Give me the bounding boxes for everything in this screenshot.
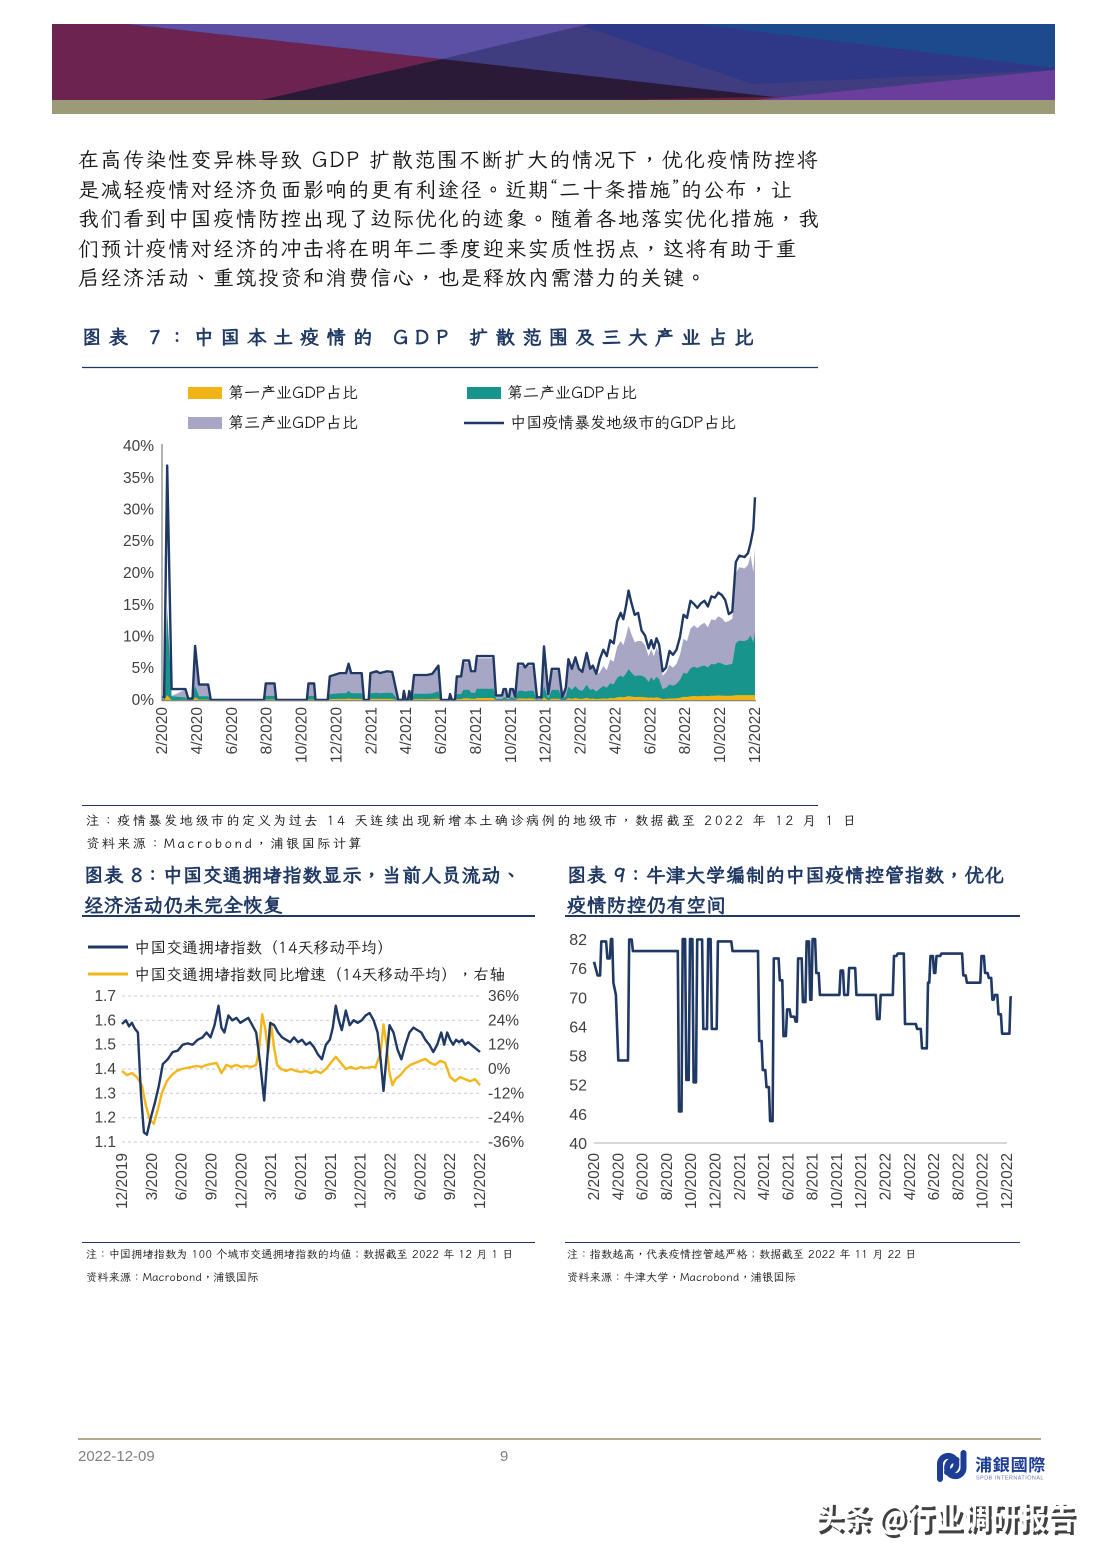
- svg-text:3/2021: 3/2021: [263, 1153, 280, 1200]
- svg-text:12/2021: 12/2021: [353, 1153, 370, 1209]
- svg-text:6/2022: 6/2022: [642, 707, 659, 754]
- svg-text:浦銀國際: 浦銀國際: [975, 1451, 1046, 1476]
- svg-text:12/2021: 12/2021: [538, 707, 555, 763]
- svg-text:36%: 36%: [488, 988, 519, 1005]
- svg-text:4/2020: 4/2020: [610, 1153, 627, 1201]
- svg-text:6/2020: 6/2020: [635, 1153, 652, 1201]
- svg-text:24%: 24%: [488, 1012, 519, 1029]
- svg-text:12/2022: 12/2022: [747, 707, 764, 763]
- svg-text:64: 64: [569, 1019, 587, 1036]
- svg-text:58: 58: [569, 1049, 587, 1066]
- svg-text:8/2021: 8/2021: [468, 707, 485, 754]
- svg-text:2/2020: 2/2020: [154, 707, 171, 755]
- svg-text:52: 52: [569, 1078, 587, 1095]
- svg-text:10/2022: 10/2022: [975, 1153, 992, 1209]
- svg-text:76: 76: [569, 961, 587, 978]
- svg-text:2/2022: 2/2022: [878, 1153, 895, 1200]
- svg-text:第一产业GDP占比: 第一产业GDP占比: [228, 381, 358, 403]
- svg-text:中国交通拥堵指数同比增速（14天移动平均），右轴: 中国交通拥堵指数同比增速（14天移动平均），右轴: [134, 963, 505, 985]
- svg-text:30%: 30%: [123, 502, 154, 519]
- svg-text:第三产业GDP占比: 第三产业GDP占比: [228, 411, 358, 433]
- svg-text:9/2021: 9/2021: [323, 1153, 340, 1200]
- svg-text:12%: 12%: [488, 1037, 519, 1054]
- svg-text:2/2021: 2/2021: [363, 707, 380, 754]
- svg-text:10%: 10%: [123, 629, 154, 646]
- svg-text:8/2022: 8/2022: [677, 707, 694, 754]
- svg-text:12/2019: 12/2019: [114, 1153, 131, 1209]
- svg-text:中国疫情暴发地级市的GDP占比: 中国疫情暴发地级市的GDP占比: [510, 411, 736, 433]
- svg-text:2/2021: 2/2021: [732, 1153, 749, 1200]
- svg-text:中国交通拥堵指数（14天移动平均）: 中国交通拥堵指数（14天移动平均）: [134, 936, 393, 958]
- svg-text:3/2020: 3/2020: [144, 1153, 161, 1201]
- svg-text:8/2021: 8/2021: [805, 1153, 822, 1200]
- svg-text:1.2: 1.2: [94, 1110, 116, 1127]
- svg-text:4/2021: 4/2021: [756, 1153, 773, 1200]
- svg-text:40%: 40%: [123, 438, 154, 455]
- svg-text:35%: 35%: [123, 470, 154, 487]
- svg-text:12/2020: 12/2020: [708, 1153, 725, 1209]
- svg-text:8/2022: 8/2022: [950, 1153, 967, 1200]
- svg-text:4/2022: 4/2022: [608, 707, 625, 754]
- svg-text:10/2020: 10/2020: [683, 1153, 700, 1209]
- svg-text:8/2020: 8/2020: [659, 1153, 676, 1201]
- svg-text:6/2020: 6/2020: [174, 1153, 191, 1201]
- svg-text:6/2022: 6/2022: [412, 1153, 429, 1200]
- svg-text:12/2020: 12/2020: [233, 1153, 250, 1209]
- svg-text:46: 46: [569, 1107, 587, 1124]
- svg-text:6/2021: 6/2021: [433, 707, 450, 754]
- svg-text:SPDB INTERNATIONAL: SPDB INTERNATIONAL: [976, 1476, 1044, 1482]
- svg-text:6/2021: 6/2021: [293, 1153, 310, 1200]
- svg-text:15%: 15%: [123, 597, 154, 614]
- svg-text:6/2020: 6/2020: [224, 707, 241, 755]
- svg-text:20%: 20%: [123, 565, 154, 582]
- svg-text:70: 70: [569, 990, 587, 1007]
- svg-text:-12%: -12%: [488, 1085, 524, 1102]
- svg-text:12/2022: 12/2022: [999, 1153, 1016, 1209]
- svg-text:1.1: 1.1: [94, 1134, 116, 1151]
- svg-text:10/2021: 10/2021: [829, 1153, 846, 1209]
- svg-text:9/2022: 9/2022: [442, 1153, 459, 1200]
- svg-text:12/2022: 12/2022: [472, 1153, 489, 1209]
- svg-text:-24%: -24%: [488, 1110, 524, 1127]
- svg-text:4/2021: 4/2021: [398, 707, 415, 754]
- svg-text:10/2021: 10/2021: [503, 707, 520, 763]
- svg-text:2/2020: 2/2020: [586, 1153, 603, 1201]
- svg-text:1.7: 1.7: [94, 988, 116, 1005]
- svg-text:12/2020: 12/2020: [328, 707, 345, 763]
- svg-text:0%: 0%: [488, 1061, 511, 1078]
- svg-text:1.3: 1.3: [94, 1085, 116, 1102]
- svg-text:10/2022: 10/2022: [712, 707, 729, 763]
- svg-text:5%: 5%: [132, 660, 155, 677]
- svg-text:4/2020: 4/2020: [189, 707, 206, 755]
- svg-text:2/2022: 2/2022: [573, 707, 590, 754]
- svg-text:40: 40: [569, 1136, 587, 1153]
- svg-text:6/2021: 6/2021: [780, 1153, 797, 1200]
- svg-text:1.5: 1.5: [94, 1037, 116, 1054]
- svg-text:25%: 25%: [123, 533, 154, 550]
- svg-text:6/2022: 6/2022: [926, 1153, 943, 1200]
- svg-text:10/2020: 10/2020: [294, 707, 311, 763]
- svg-text:-36%: -36%: [488, 1134, 524, 1151]
- svg-text:82: 82: [569, 932, 587, 949]
- svg-text:0%: 0%: [132, 692, 155, 709]
- svg-text:1.4: 1.4: [94, 1061, 116, 1078]
- svg-text:3/2022: 3/2022: [383, 1153, 400, 1200]
- svg-text:4/2022: 4/2022: [902, 1153, 919, 1200]
- svg-text:1.6: 1.6: [94, 1012, 116, 1029]
- svg-text:9/2020: 9/2020: [204, 1153, 221, 1201]
- svg-text:12/2021: 12/2021: [853, 1153, 870, 1209]
- svg-text:第二产业GDP占比: 第二产业GDP占比: [507, 381, 637, 403]
- svg-text:8/2020: 8/2020: [259, 707, 276, 755]
